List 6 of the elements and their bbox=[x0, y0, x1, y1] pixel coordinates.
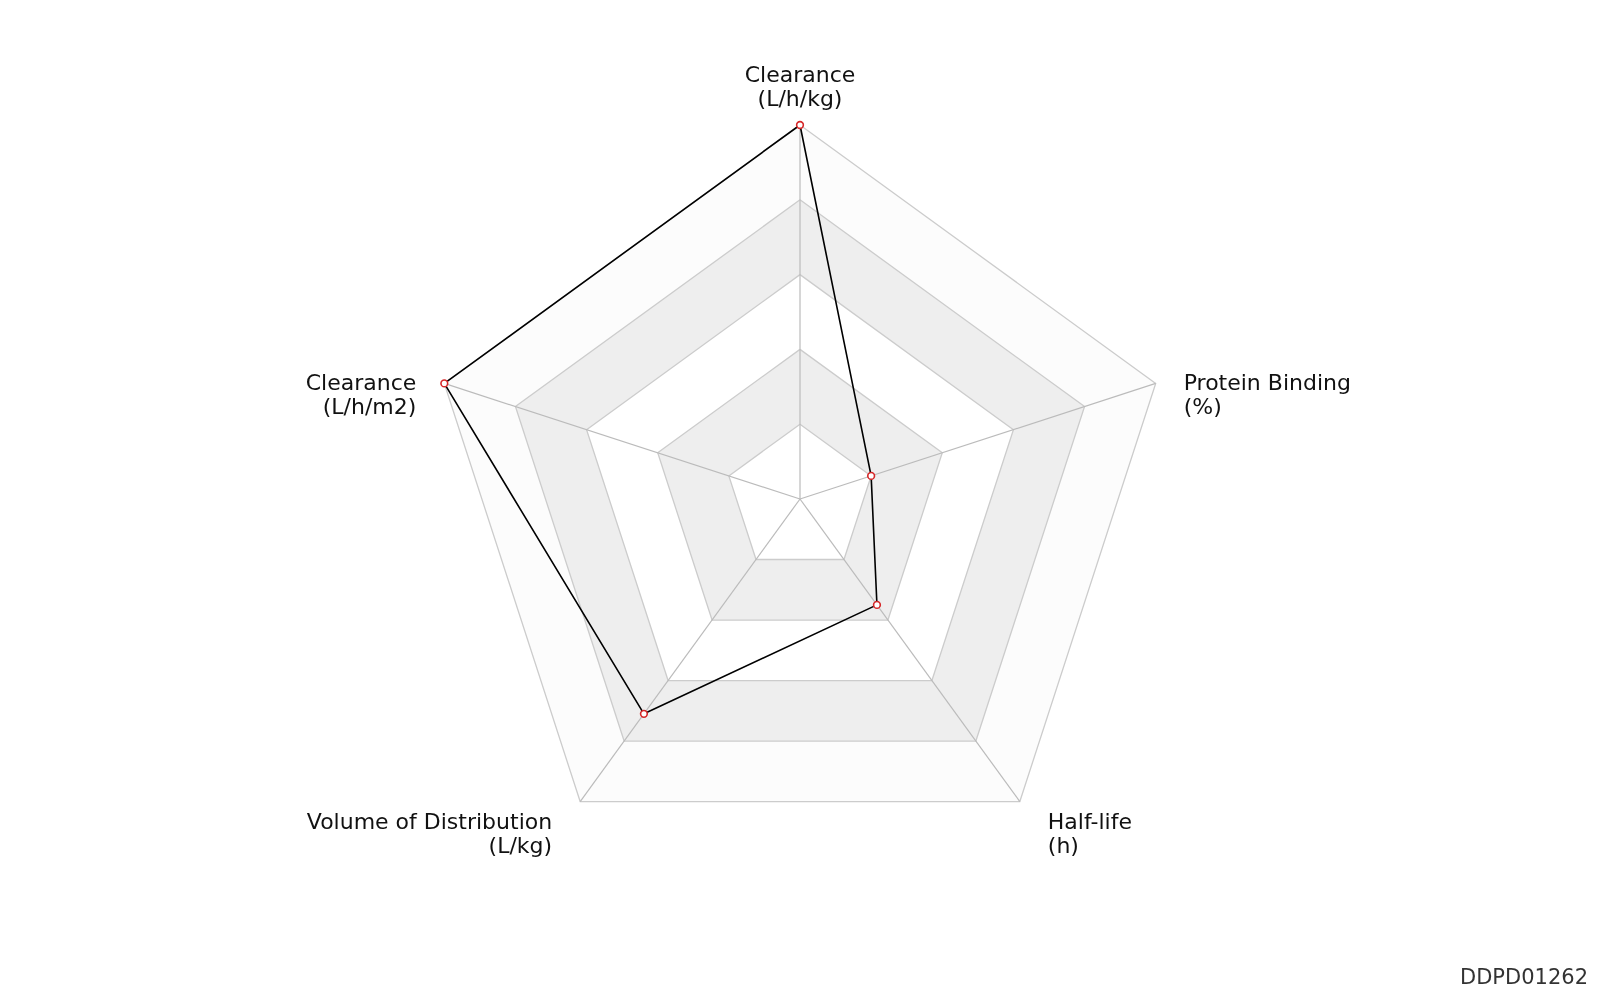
spoke-label: Clearance (L/h/m2) bbox=[305, 370, 417, 420]
spoke-label: Half-life (h) bbox=[1047, 808, 1132, 858]
spoke-label: Volume of Distribution (L/kg) bbox=[306, 808, 553, 858]
spoke-label: Protein Binding (%) bbox=[1183, 370, 1351, 420]
spoke-label: Clearance (L/h/kg) bbox=[744, 62, 856, 111]
text: DDPD01262 bbox=[1460, 965, 1588, 989]
